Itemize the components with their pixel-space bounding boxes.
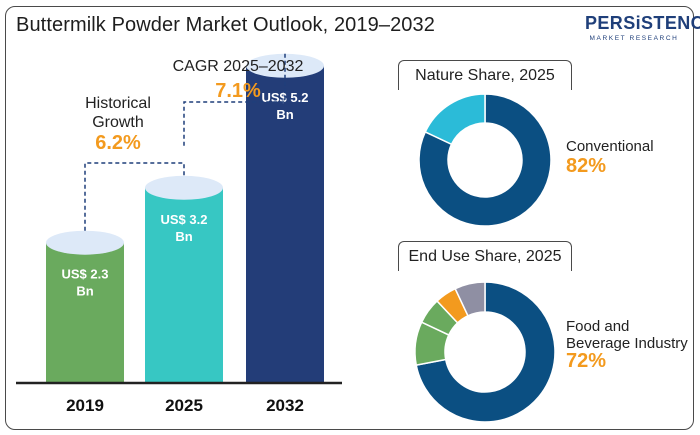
cagr-label: CAGR 2025–2032 [172, 58, 304, 75]
bar-cap-2025 [145, 175, 223, 200]
historical-growth-label: Historical Growth [68, 94, 168, 132]
page-title: Buttermilk Powder Market Outlook, 2019–2… [16, 14, 435, 36]
end-use-share-title: End Use Share, 2025 [398, 241, 572, 271]
nature-share-slice-1 [418, 93, 552, 227]
infographic-frame [5, 6, 694, 430]
bar-cap-2019 [46, 230, 124, 255]
x-tick-label: 2019 [66, 396, 104, 415]
historical-growth-label-line2: Growth [92, 114, 144, 131]
nature-share-slice-2 [424, 93, 486, 146]
logo: PERSiSTENCE MARKET RESEARCH [585, 13, 700, 49]
bar-value-label: US$ 3.2 [161, 212, 208, 227]
bar-value-label: Bn [276, 107, 293, 122]
bar-value-label: Bn [76, 284, 93, 299]
historical-growth-label-line1: Historical [85, 95, 151, 112]
logo-wordmark: PERSiSTENCE [585, 13, 700, 33]
bar-value-label: US$ 2.3 [62, 267, 109, 282]
nature-share-value: 82% [566, 155, 607, 177]
end-use-share-slice-1 [415, 281, 556, 423]
nature-share-label: Conventional [566, 138, 654, 155]
bar-2025 [145, 187, 223, 383]
x-tick-label: 2032 [266, 396, 304, 415]
historical-growth-value: 6.2% [95, 132, 141, 154]
end-use-share-value: 72% [566, 350, 607, 372]
end-use-share-label-line1: Food and [566, 318, 630, 335]
end-use-share-label: Food and Beverage Industry [566, 318, 688, 352]
x-tick-label: 2025 [165, 396, 203, 415]
bar-2019 [46, 242, 124, 383]
cagr-value: 7.1% [215, 80, 261, 102]
bar-value-label: Bn [175, 229, 192, 244]
bar-2032 [246, 65, 324, 384]
bar-cap-2032 [246, 53, 324, 78]
nature-share-title: Nature Share, 2025 [398, 60, 572, 90]
logo-tagline: MARKET RESEARCH [589, 35, 679, 42]
end-use-share-slice-5 [454, 281, 486, 317]
cagr-connector [183, 53, 286, 146]
end-use-share-label-line2: Beverage Industry [566, 335, 688, 352]
